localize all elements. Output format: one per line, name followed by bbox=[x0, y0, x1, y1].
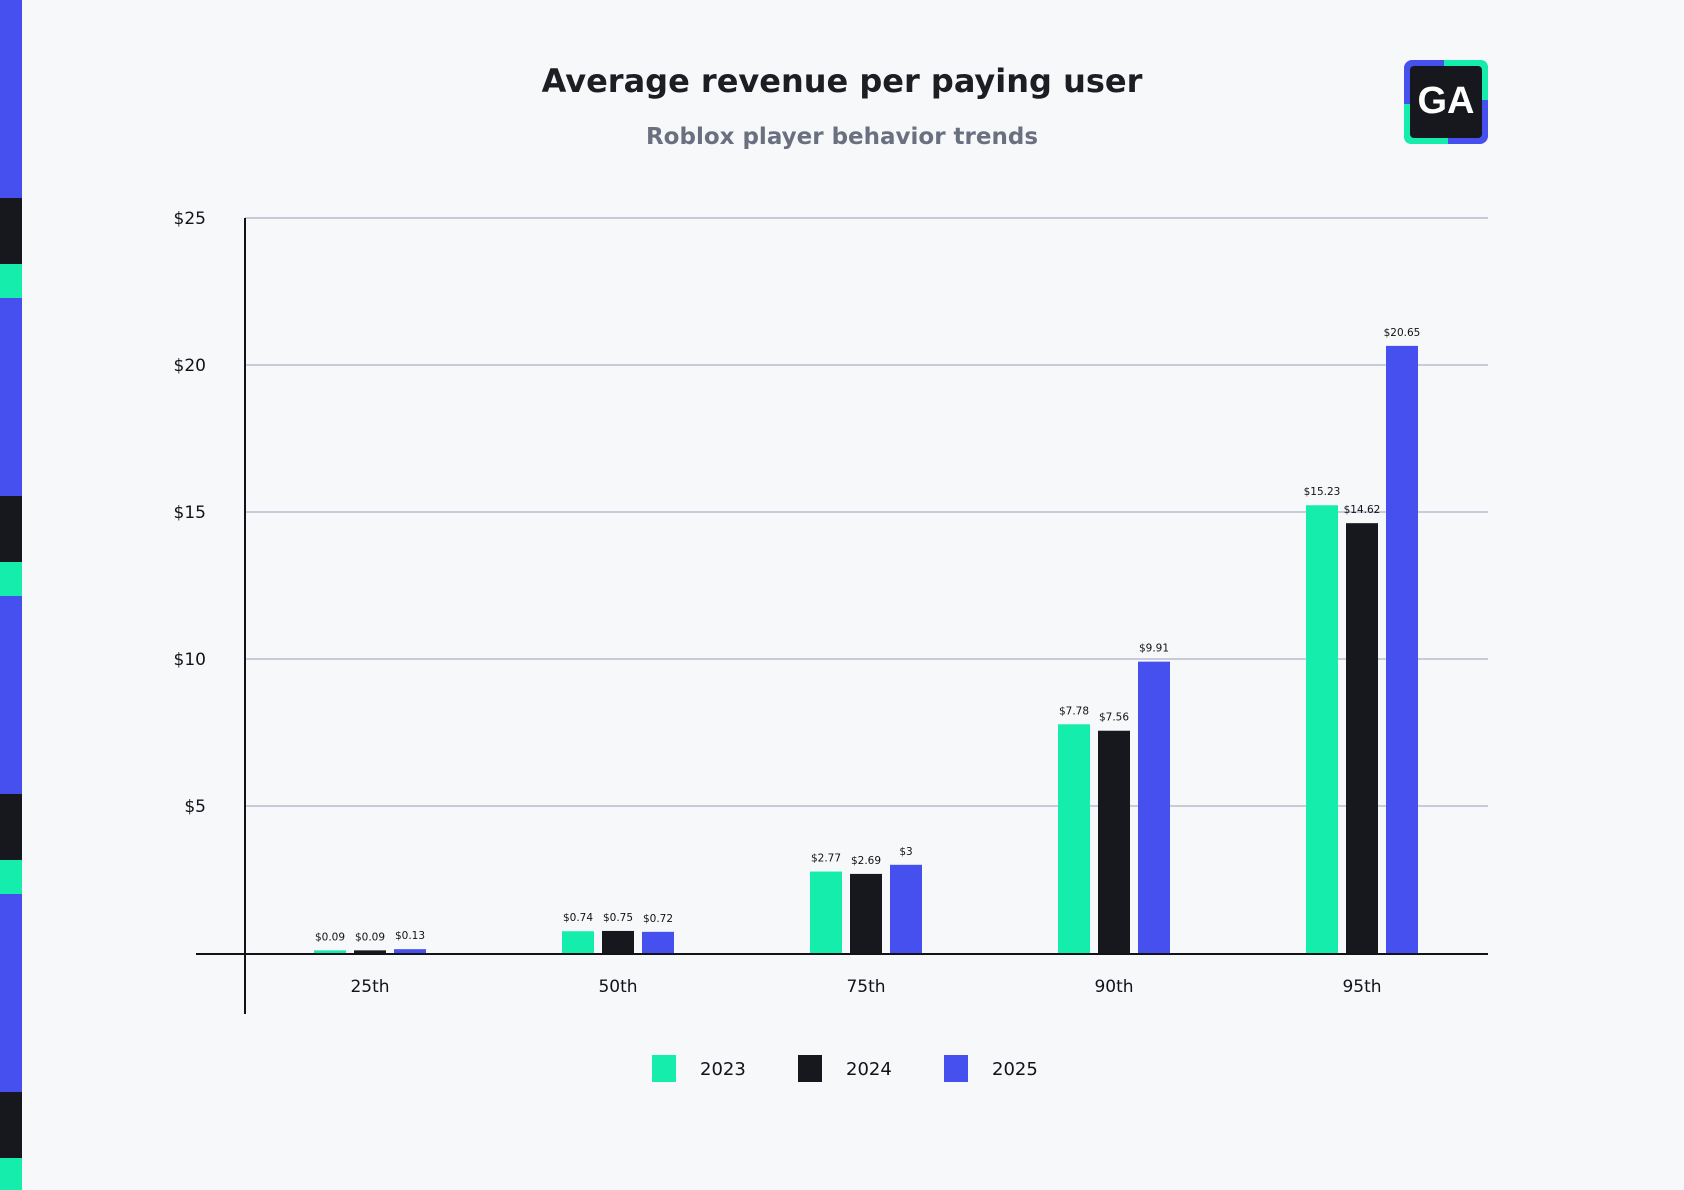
data-label: $0.09 bbox=[355, 931, 385, 943]
bar-2025-75th bbox=[890, 864, 922, 953]
data-label: $2.77 bbox=[811, 853, 841, 865]
data-label: $14.62 bbox=[1344, 504, 1381, 516]
data-label: $0.74 bbox=[563, 912, 593, 924]
bar-2025-25th bbox=[394, 949, 426, 953]
x-tick-label: 75th bbox=[846, 977, 885, 997]
legend-label: 2025 bbox=[992, 1059, 1038, 1080]
bar-2024-75th bbox=[850, 873, 882, 953]
x-tick-label: 25th bbox=[350, 977, 389, 997]
legend-swatch-2024 bbox=[798, 1055, 822, 1082]
bar-2024-95th bbox=[1346, 523, 1378, 953]
strip-segment-green bbox=[0, 1158, 22, 1190]
data-label: $9.91 bbox=[1139, 643, 1169, 655]
data-label: $7.56 bbox=[1099, 712, 1129, 724]
x-tick-label: 50th bbox=[598, 977, 637, 997]
y-tick-label: $15 bbox=[174, 503, 206, 523]
x-tick-label: 95th bbox=[1342, 977, 1381, 997]
bar-2025-95th bbox=[1386, 345, 1418, 953]
legend-swatch-2023 bbox=[652, 1055, 676, 1082]
data-label: $0.75 bbox=[603, 912, 633, 924]
strip-segment-green bbox=[0, 264, 22, 298]
strip-segment-green bbox=[0, 562, 22, 596]
bar-2023-75th bbox=[810, 871, 842, 953]
y-tick-label: $25 bbox=[174, 209, 206, 229]
bar-2024-90th bbox=[1098, 730, 1130, 953]
bar-2025-90th bbox=[1138, 661, 1170, 953]
strip-segment-blue bbox=[0, 596, 22, 794]
chart-subtitle: Roblox player behavior trends bbox=[645, 124, 1039, 150]
data-label: $15.23 bbox=[1304, 486, 1341, 498]
bar-2023-90th bbox=[1058, 724, 1090, 953]
data-label: $0.13 bbox=[395, 930, 425, 942]
chart-title: Average revenue per paying user bbox=[541, 62, 1143, 100]
bar-2025-50th bbox=[642, 931, 674, 953]
data-label: $3 bbox=[899, 846, 912, 858]
data-label: $2.69 bbox=[851, 855, 881, 867]
logo-inner-box bbox=[1410, 66, 1482, 138]
y-tick-label: $5 bbox=[184, 797, 206, 817]
logo-text: GA bbox=[1418, 80, 1475, 122]
strip-segment-blue bbox=[0, 894, 22, 1092]
bar-2023-50th bbox=[562, 931, 594, 953]
legend-swatch-2025 bbox=[944, 1055, 968, 1082]
bar-2024-50th bbox=[602, 930, 634, 953]
y-tick-label: $10 bbox=[174, 650, 206, 670]
strip-segment-blue bbox=[0, 0, 22, 198]
data-label: $0.72 bbox=[643, 913, 673, 925]
strip-segment-black bbox=[0, 1092, 22, 1158]
data-label: $20.65 bbox=[1384, 327, 1421, 339]
bar-2023-95th bbox=[1306, 505, 1338, 953]
bar-2023-25th bbox=[314, 950, 346, 953]
strip-segment-green bbox=[0, 860, 22, 894]
strip-segment-black bbox=[0, 794, 22, 860]
strip-segment-black bbox=[0, 496, 22, 562]
legend-label: 2024 bbox=[846, 1059, 892, 1080]
x-tick-label: 90th bbox=[1094, 977, 1133, 997]
strip-segment-black bbox=[0, 198, 22, 264]
legend-label: 2023 bbox=[700, 1059, 746, 1080]
decorative-color-strip bbox=[0, 0, 22, 1190]
strip-segment-blue bbox=[0, 298, 22, 496]
ga-logo-icon: GA bbox=[1404, 60, 1488, 144]
data-label: $7.78 bbox=[1059, 705, 1089, 717]
data-label: $0.09 bbox=[315, 931, 345, 943]
y-tick-label: $20 bbox=[174, 356, 206, 376]
bar-2024-25th bbox=[354, 950, 386, 953]
